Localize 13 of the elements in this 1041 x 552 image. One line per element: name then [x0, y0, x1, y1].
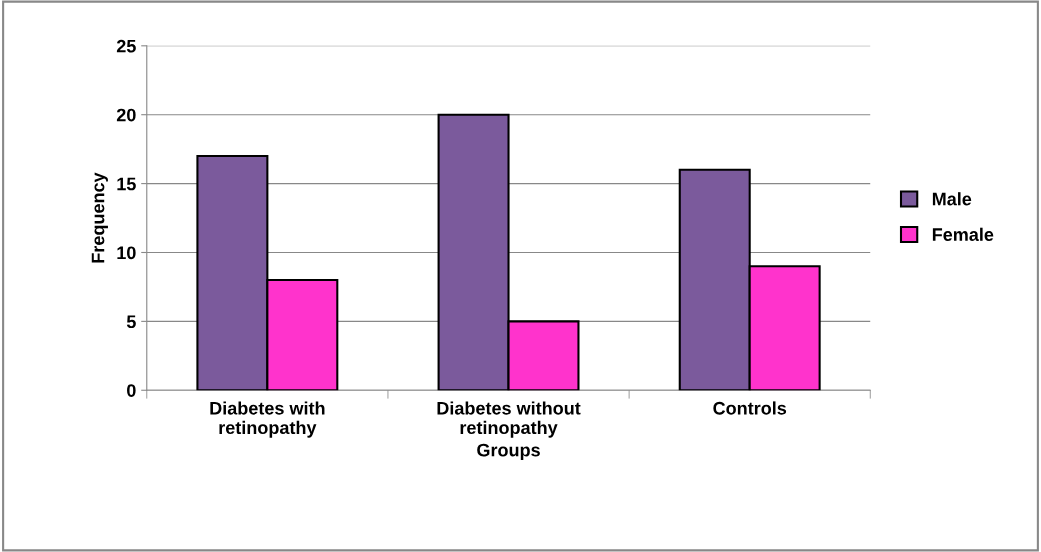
y-tick-label: 10: [117, 246, 136, 260]
y-axis-title: Frequency: [91, 172, 108, 263]
legend-label: Female: [932, 227, 994, 241]
legend-label: Male: [932, 192, 972, 206]
y-tick-label: 5: [126, 315, 136, 329]
x-axis-title: Groups: [477, 443, 540, 461]
y-tick-label: 25: [116, 39, 136, 53]
x-tick-label: Diabetes with retinopathy: [210, 401, 325, 438]
y-tick-label: 20: [116, 108, 136, 122]
y-tick-label: 15: [117, 177, 136, 191]
y-tick-label: 0: [127, 384, 136, 397]
x-tick-label: Diabetes without retinopathy: [437, 401, 581, 438]
x-tick-label: Controls: [713, 401, 787, 415]
